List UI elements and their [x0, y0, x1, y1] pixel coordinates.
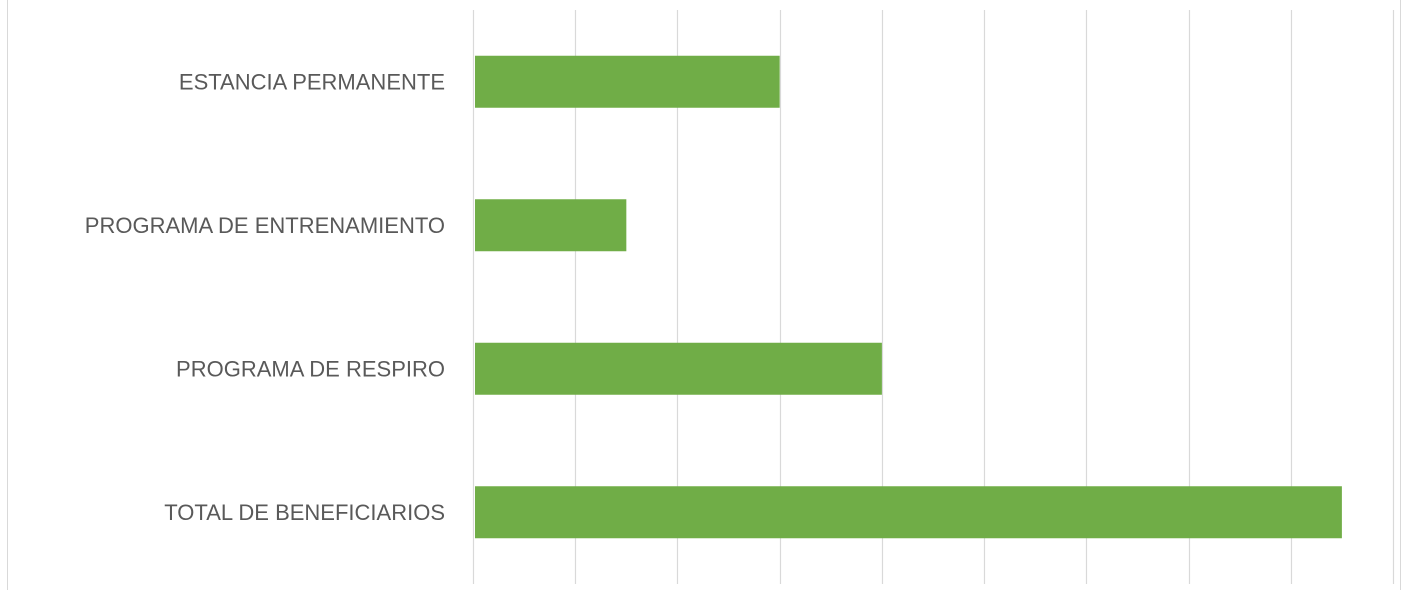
category-label: ESTANCIA PERMANENTE — [179, 69, 445, 94]
bar — [475, 342, 882, 395]
bar — [475, 55, 780, 108]
category-label: PROGRAMA DE RESPIRO — [176, 356, 445, 381]
category-label: PROGRAMA DE ENTRENAMIENTO — [85, 213, 445, 238]
bar — [475, 199, 627, 252]
chart-border-left — [7, 0, 8, 590]
bars — [475, 55, 1342, 539]
category-labels: ESTANCIA PERMANENTE PROGRAMA DE ENTRENAMI… — [85, 69, 445, 525]
category-label: TOTAL DE BENEFICIARIOS — [164, 500, 445, 525]
chart-border-right — [1400, 0, 1401, 590]
bar — [475, 486, 1342, 539]
